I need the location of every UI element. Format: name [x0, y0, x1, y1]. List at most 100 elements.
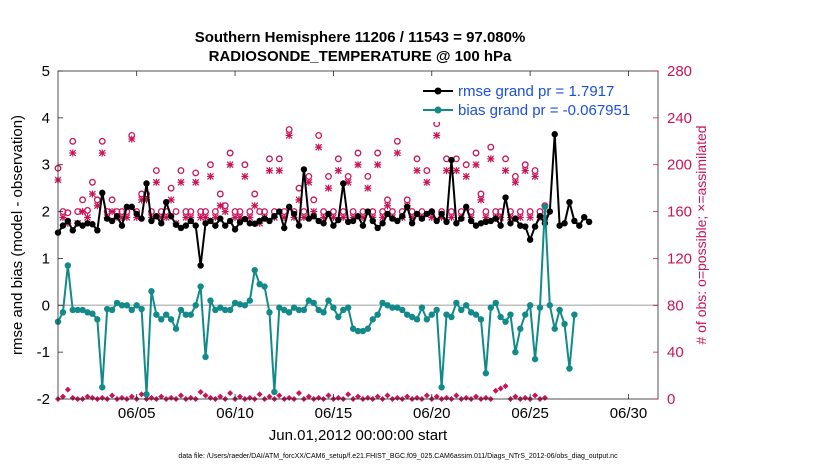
rmse-point — [443, 218, 450, 226]
bias-point — [241, 302, 249, 309]
x-axis-label: Jun.01,2012 00:00:00 start — [269, 427, 448, 444]
legend-rmse-label: rmse grand pr = 1.7917 — [458, 83, 614, 100]
bias-point — [202, 353, 209, 361]
obs-assimilated-marker — [413, 167, 421, 175]
rmse-series-layer — [54, 131, 593, 269]
rmse-point — [472, 222, 480, 229]
y2-tick-label: 0 — [667, 391, 675, 408]
obs-assimilated-marker — [324, 184, 332, 192]
obs-assimilated-marker — [408, 213, 416, 221]
low-obs-marker — [295, 390, 302, 397]
obs-assimilated-marker — [339, 213, 347, 221]
rmse-point — [413, 210, 421, 218]
bias-point — [433, 306, 440, 314]
obs-assimilated-marker — [315, 143, 323, 151]
obs-assimilated-marker — [143, 196, 151, 204]
rmse-point — [300, 166, 308, 173]
rmse-point — [123, 203, 131, 211]
rmse-point — [143, 180, 150, 187]
y2-tick-label: 160 — [667, 204, 692, 221]
obs-assimilated-marker — [443, 167, 451, 175]
low-obs-marker — [453, 392, 460, 399]
bias-point — [266, 309, 273, 316]
rmse-point — [330, 222, 337, 229]
plot-area — [58, 71, 658, 399]
obs-assimilated-marker — [275, 167, 283, 175]
rmse-point — [467, 217, 475, 225]
bias-point — [133, 302, 140, 309]
obs-possible-marker — [393, 137, 401, 145]
bias-point — [177, 306, 185, 314]
low-obs-marker — [202, 392, 209, 399]
low-obs-marker — [276, 392, 283, 399]
bias-point — [300, 306, 308, 314]
obs-assimilated-marker — [310, 208, 318, 216]
rmse-point — [187, 217, 194, 225]
obs-possible-marker — [192, 169, 200, 177]
rmse-point — [153, 213, 160, 220]
rmse-point — [517, 222, 524, 229]
obs-possible-marker — [84, 206, 91, 214]
y2-tick-label: 40 — [667, 344, 684, 361]
rmse-point — [305, 215, 313, 222]
y-tick-label: 1 — [42, 250, 50, 267]
bias-point — [207, 297, 214, 304]
rmse-point — [585, 218, 593, 226]
rmse-point — [448, 156, 455, 164]
bias-point — [295, 306, 303, 314]
bias-point — [502, 318, 509, 325]
rmse-point — [566, 199, 573, 206]
rmse-point — [379, 220, 386, 227]
rmse-point — [69, 227, 76, 234]
low-obs-marker — [492, 387, 499, 394]
low-obs-marker — [236, 393, 243, 400]
rmse-point — [389, 215, 396, 222]
rmse-point — [197, 262, 204, 269]
rmse-point — [364, 208, 372, 215]
obs-assimilated-marker — [280, 213, 288, 221]
bias-point — [399, 306, 406, 314]
rmse-point — [531, 223, 539, 230]
y2-tick-label: 200 — [667, 157, 692, 174]
obs-assimilated-marker — [79, 208, 87, 216]
obs-assimilated-marker — [344, 178, 352, 186]
obs-possible-marker — [462, 161, 470, 169]
rmse-point — [207, 217, 214, 225]
obs-assimilated-marker — [285, 131, 293, 139]
bias-point — [99, 384, 106, 391]
low-obs-marker — [109, 392, 116, 399]
rmse-point — [497, 222, 504, 229]
obs-possible-marker — [98, 137, 106, 145]
obs-assimilated-marker — [452, 167, 460, 175]
rmse-point — [231, 226, 239, 233]
rmse-point — [408, 220, 416, 227]
bias-point — [315, 306, 322, 314]
rmse-point — [335, 216, 342, 224]
obs-assimilated-marker — [369, 213, 377, 221]
rmse-point — [226, 217, 234, 225]
bias-point — [118, 302, 126, 309]
obs-assimilated-marker — [384, 202, 392, 210]
obs-assimilated-marker — [167, 196, 175, 204]
obs-possible-marker — [64, 209, 72, 217]
bias-point — [472, 311, 480, 318]
rmse-point — [482, 218, 490, 226]
obs-assimilated-marker — [152, 178, 160, 186]
obs-possible-marker — [172, 208, 180, 216]
obs-assimilated-marker — [221, 208, 229, 216]
obs-assimilated-marker — [511, 178, 519, 186]
rmse-point — [266, 217, 273, 225]
obs-assimilated-marker — [438, 213, 446, 221]
bias-point — [305, 297, 313, 304]
bias-point — [251, 266, 258, 274]
bias-point — [443, 311, 450, 318]
rmse-point — [428, 208, 435, 215]
bias-point — [261, 283, 268, 290]
rmse-point — [551, 131, 558, 138]
low-obs-marker — [532, 392, 539, 399]
obs-assimilated-marker — [305, 178, 313, 186]
rmse-point — [423, 210, 431, 218]
rmse-point — [177, 224, 185, 232]
obs-assimilated-marker — [467, 213, 475, 221]
rmse-point — [94, 227, 101, 234]
